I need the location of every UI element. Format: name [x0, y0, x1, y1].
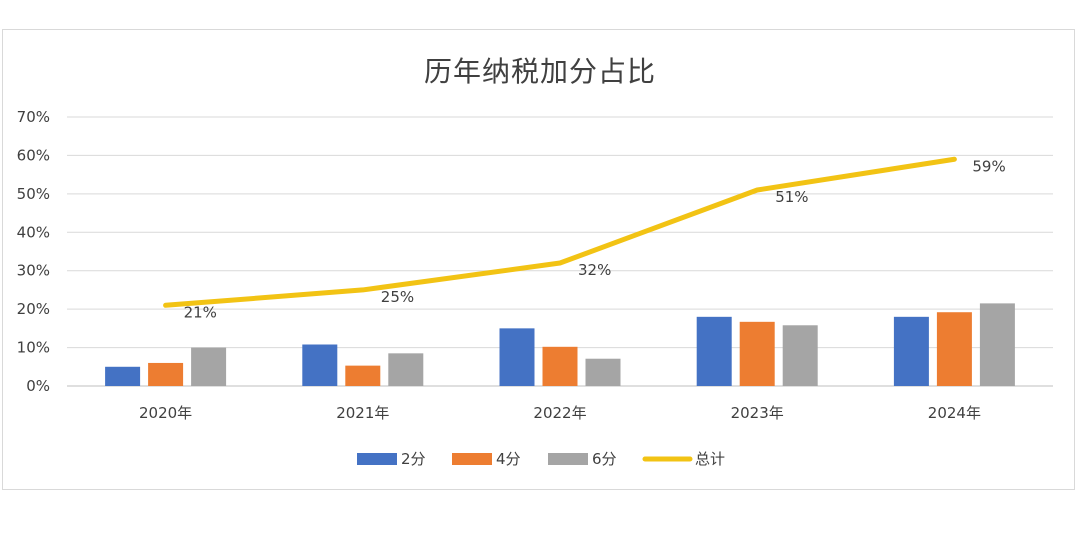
bar-4分	[739, 321, 775, 386]
legend-label: 6分	[592, 450, 617, 468]
bar-2分	[696, 316, 732, 386]
bar-6分	[585, 358, 621, 386]
x-tick-label: 2022年	[533, 404, 586, 422]
bar-6分	[782, 325, 818, 386]
data-label: 59%	[972, 157, 1005, 175]
bar-4分	[542, 346, 578, 386]
y-tick-label: 30%	[17, 262, 50, 280]
bar-4分	[345, 365, 381, 386]
data-label: 25%	[381, 288, 414, 306]
x-tick-label: 2024年	[928, 404, 981, 422]
legend-swatch	[548, 453, 588, 465]
data-label: 51%	[775, 188, 808, 206]
y-tick-label: 40%	[17, 223, 50, 241]
legend-swatch	[357, 453, 397, 465]
legend: 2分 4分 6分 总计	[357, 450, 725, 468]
legend-swatch	[452, 453, 492, 465]
x-tick-label: 2021年	[336, 404, 389, 422]
y-tick-label: 50%	[17, 185, 50, 203]
x-tick-label: 2020年	[139, 404, 192, 422]
bar-2分	[499, 328, 535, 386]
chart-title: 历年纳税加分占比	[423, 55, 656, 88]
bar-2分	[893, 316, 929, 386]
legend-label: 4分	[496, 450, 521, 468]
bar-6分	[388, 353, 424, 386]
x-tick-label: 2023年	[731, 404, 784, 422]
data-label: 32%	[578, 261, 611, 279]
bar-4分	[936, 312, 972, 386]
bar-2分	[105, 366, 141, 386]
x-axis-labels: 2020年 2021年 2022年 2023年 2024年	[139, 404, 981, 422]
bar-6分	[979, 303, 1015, 386]
y-axis-ticks: 0% 10% 20% 30% 40% 50% 60% 70%	[17, 108, 50, 395]
bar-2分	[302, 344, 338, 386]
y-tick-label: 20%	[17, 300, 50, 318]
line-total	[163, 156, 957, 308]
y-tick-label: 10%	[17, 339, 50, 357]
bar-4分	[148, 362, 184, 386]
legend-label: 2分	[401, 450, 426, 468]
chart-frame	[2, 29, 1075, 490]
y-tick-label: 0%	[26, 377, 50, 395]
y-tick-label: 70%	[17, 108, 50, 126]
data-label: 21%	[184, 303, 217, 321]
legend-label: 总计	[695, 450, 725, 468]
total-line: 21% 25% 32% 51% 59%	[163, 156, 1006, 321]
bars	[105, 303, 1015, 386]
y-tick-label: 60%	[17, 146, 50, 164]
bar-6分	[191, 347, 227, 386]
gridlines	[67, 116, 1053, 387]
